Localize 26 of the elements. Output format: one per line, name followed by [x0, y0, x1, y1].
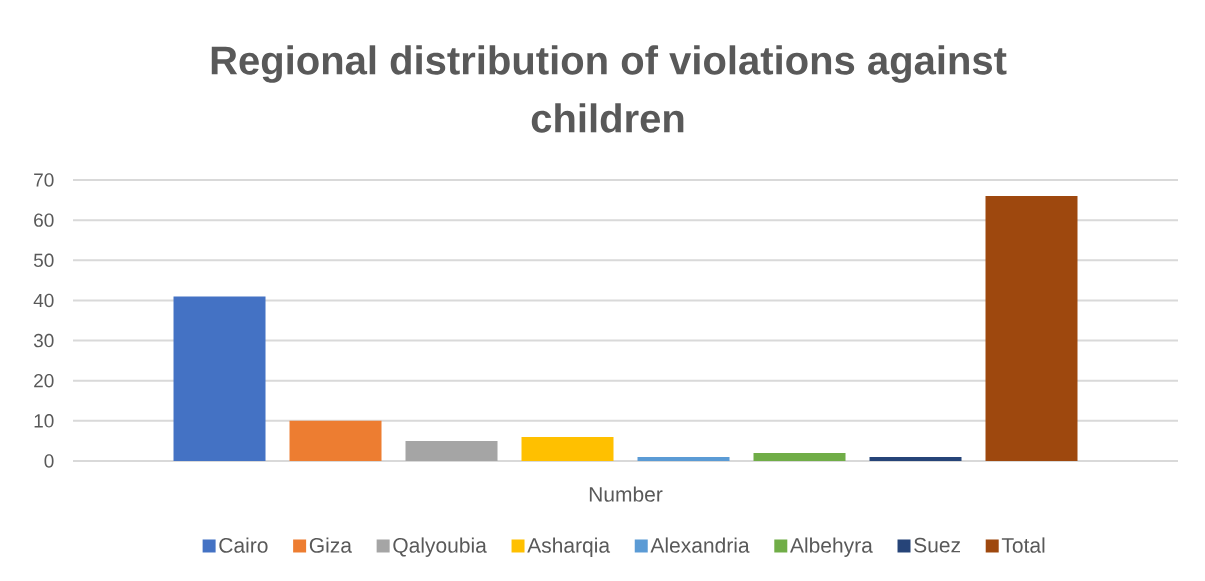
y-tick-label: 20: [34, 373, 54, 388]
y-tick-label: 40: [33, 293, 54, 308]
legend-label: Asharqia: [527, 537, 611, 557]
bar: [753, 452, 846, 461]
bar: [637, 456, 730, 461]
bar: [869, 456, 962, 461]
y-tick-label: 60: [34, 213, 54, 227]
legend-label: Suez: [914, 537, 960, 553]
y-tick-label: 10: [34, 414, 54, 428]
legend-label: Qalyoubia: [393, 537, 487, 557]
y-tick-label: 50: [33, 253, 54, 267]
legend-label: Alexandria: [650, 537, 750, 553]
x-tick-label: Number: [589, 486, 663, 502]
legend-label: Albehyra: [790, 537, 873, 557]
bar: [985, 196, 1078, 461]
y-tick-label: 70: [34, 173, 54, 187]
legend-label: Giza: [309, 537, 352, 553]
legend-label: Total: [1001, 537, 1045, 553]
chart-title: Regional distribution of violations against children: [211, 45, 1007, 133]
bar: [289, 420, 382, 461]
bar: [405, 440, 498, 461]
bar: [521, 436, 614, 461]
y-tick-label: 30: [33, 333, 54, 348]
legend-label: Cairo: [219, 537, 268, 553]
bar: [173, 296, 266, 461]
y-tick-label: 0: [44, 454, 54, 468]
